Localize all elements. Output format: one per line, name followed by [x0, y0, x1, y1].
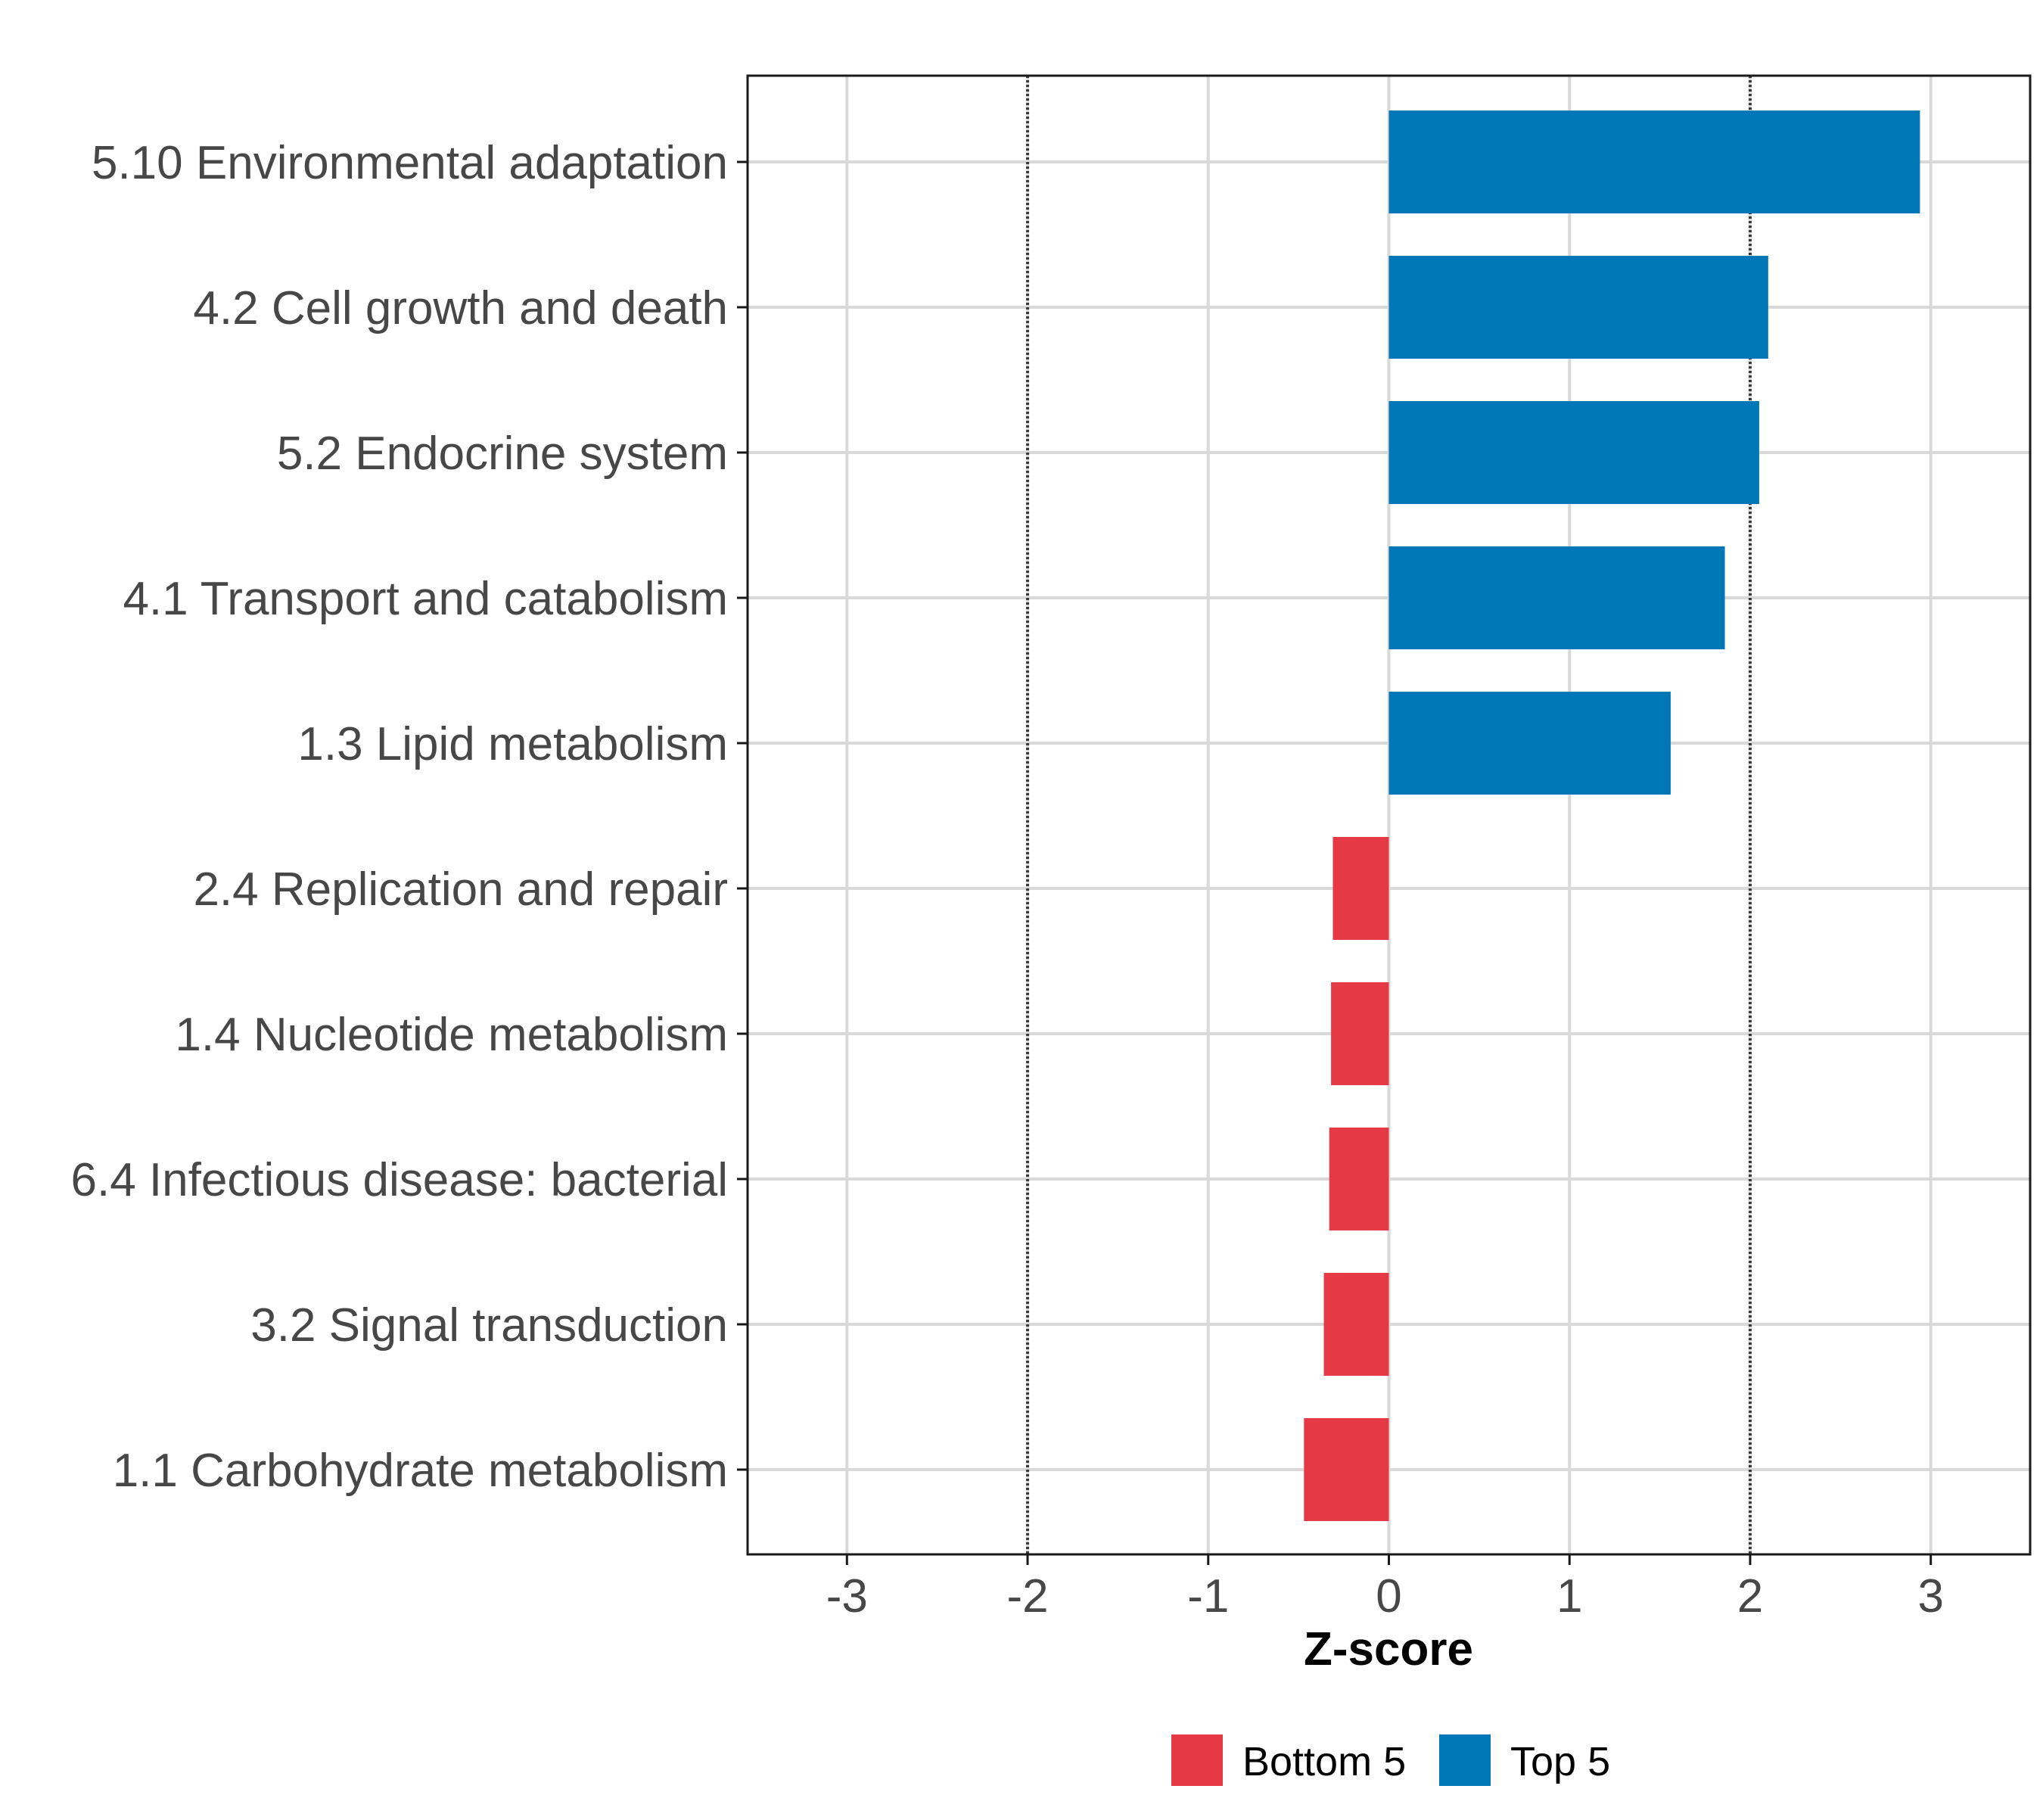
y-tick-label: 6.4 Infectious disease: bacterial — [70, 1154, 728, 1206]
legend: Bottom 5 Top 5 — [1171, 1734, 1610, 1786]
y-tick-label: 4.1 Transport and catabolism — [123, 573, 728, 625]
bar — [1304, 1418, 1389, 1521]
bar — [1388, 692, 1671, 795]
bar — [1323, 1273, 1389, 1376]
y-tick-label: 2.4 Replication and repair — [193, 863, 728, 916]
bar — [1329, 1128, 1389, 1230]
bar — [1331, 982, 1389, 1085]
y-axis: 5.10 Environmental adaptation 4.2 Cell gr… — [70, 137, 748, 1497]
x-tick-label: -2 — [1006, 1570, 1048, 1622]
bars-layer — [1304, 110, 1920, 1521]
x-tick-label: 1 — [1556, 1570, 1582, 1622]
x-tick-label: -1 — [1187, 1570, 1229, 1622]
y-tick-label: 5.10 Environmental adaptation — [92, 137, 728, 189]
y-tick-label: 1.3 Lipid metabolism — [297, 718, 728, 770]
y-tick-label: 5.2 Endocrine system — [277, 428, 728, 480]
legend-label-top-5: Top 5 — [1510, 1739, 1610, 1784]
legend-label-bottom-5: Bottom 5 — [1242, 1739, 1406, 1784]
legend-swatch-bottom-5 — [1171, 1734, 1223, 1786]
bar — [1388, 546, 1725, 649]
bar — [1388, 401, 1759, 504]
x-tick-label: 2 — [1737, 1570, 1763, 1622]
bar — [1388, 256, 1768, 359]
x-tick-label: 0 — [1376, 1570, 1401, 1622]
x-axis: -3 -2 -1 0 1 2 3 — [826, 1554, 1944, 1622]
x-tick-label: -3 — [826, 1570, 868, 1622]
y-tick-label: 4.2 Cell growth and death — [193, 282, 728, 334]
y-tick-label: 1.1 Carbohydrate metabolism — [113, 1445, 728, 1497]
y-tick-label: 1.4 Nucleotide metabolism — [175, 1009, 728, 1061]
x-tick-label: 3 — [1917, 1570, 1943, 1622]
bar — [1388, 110, 1920, 213]
x-axis-title: Z-score — [1304, 1623, 1473, 1675]
legend-swatch-top-5 — [1439, 1734, 1491, 1786]
bar — [1332, 837, 1389, 940]
y-tick-label: 3.2 Signal transduction — [250, 1299, 728, 1352]
